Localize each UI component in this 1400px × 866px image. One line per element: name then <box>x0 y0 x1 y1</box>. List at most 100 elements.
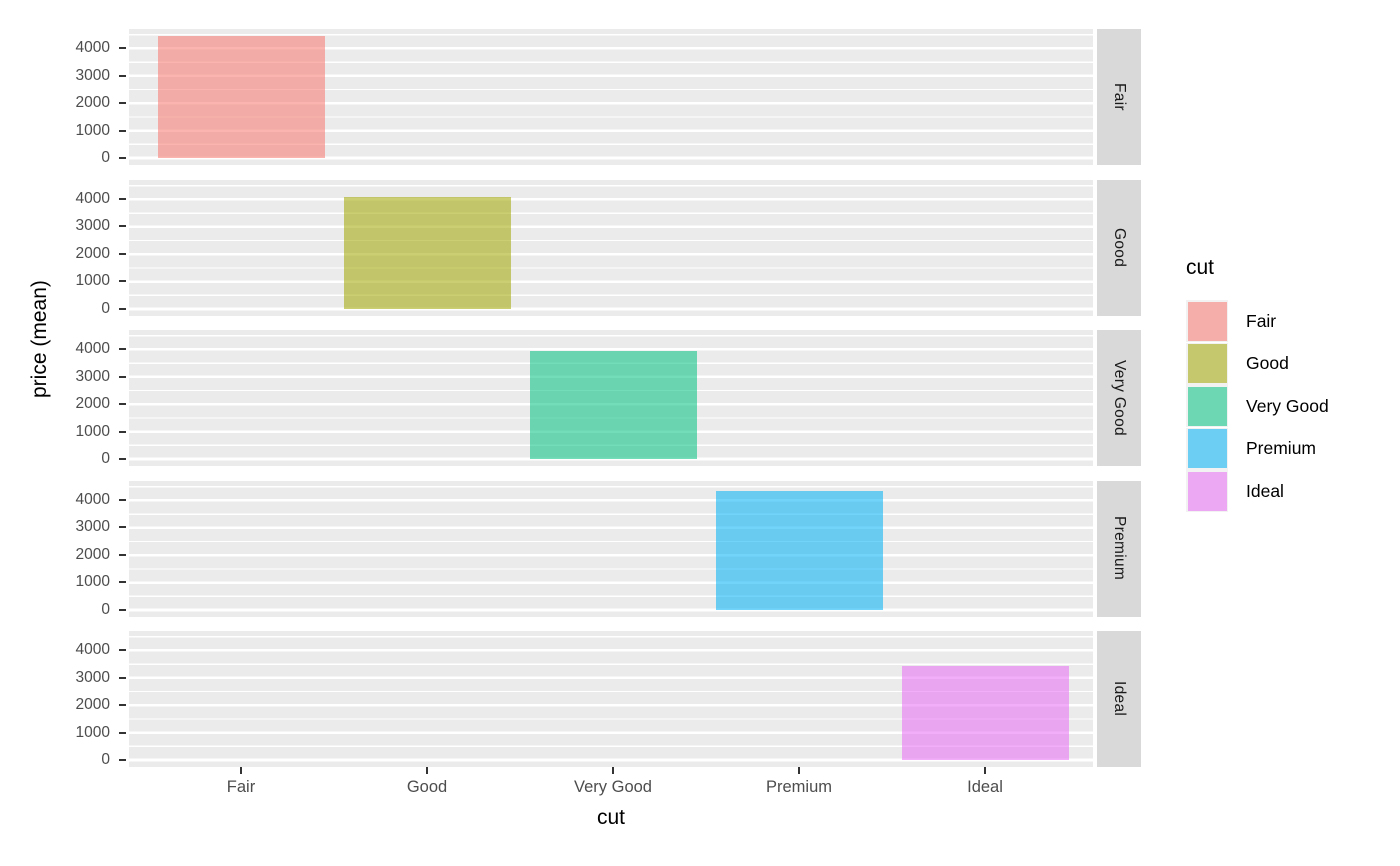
y-tick-mark <box>119 526 126 529</box>
y-tick-mark <box>119 553 126 556</box>
y-tick-label: 1000 <box>75 422 110 440</box>
y-tick-label: 2000 <box>75 696 110 714</box>
legend-swatch-good <box>1187 344 1227 383</box>
y-tick-mark <box>119 759 126 761</box>
y-tick-mark <box>119 102 126 105</box>
facet-strip-label: Premium <box>1111 516 1128 581</box>
y-tick-label: 4000 <box>75 490 110 508</box>
y-tick-mark <box>119 197 126 200</box>
y-tick-mark <box>119 307 126 310</box>
y-tick-label: 3000 <box>75 66 110 84</box>
y-tick-mark <box>119 731 126 734</box>
y-tick-mark <box>119 498 126 501</box>
y-tick-mark <box>119 458 126 460</box>
y-tick-label: 2000 <box>75 395 110 413</box>
legend-key <box>1186 342 1228 385</box>
facet-panel-premium <box>129 480 1093 617</box>
y-tick-label: 4000 <box>75 189 110 207</box>
y-tick-mark <box>119 403 126 406</box>
y-tick-mark <box>119 280 126 283</box>
y-tick-label: 1000 <box>75 723 110 741</box>
bar-premium <box>715 490 883 610</box>
legend-key <box>1186 385 1228 427</box>
y-tick-mark <box>119 225 126 228</box>
facet-panel-very-good <box>129 330 1093 466</box>
legend-swatch-premium <box>1187 429 1227 468</box>
y-tick-label: 4000 <box>75 340 110 358</box>
x-tick-label: Ideal <box>967 778 1003 796</box>
y-tick-label: 1000 <box>75 272 110 290</box>
x-tick-label: Premium <box>765 778 832 796</box>
y-tick-label: 0 <box>101 299 110 317</box>
x-tick-label: Very Good <box>574 778 652 796</box>
facet-strip-good: Good <box>1097 179 1141 316</box>
facet-strip-premium: Premium <box>1097 480 1141 617</box>
facet-panel-fair <box>129 29 1093 165</box>
legend-title: cut <box>1186 256 1215 279</box>
legend-label: Fair <box>1246 310 1277 331</box>
y-tick-label: 3000 <box>75 518 110 536</box>
y-tick-label: 2000 <box>75 244 110 262</box>
facet-panel-ideal <box>129 631 1093 767</box>
legend-item-good: Good <box>1186 342 1329 385</box>
bar-ideal <box>901 666 1069 760</box>
bar-good <box>343 196 511 309</box>
y-tick-label: 1000 <box>75 573 110 591</box>
y-tick-label: 3000 <box>75 367 110 385</box>
facet-strip-label: Good <box>1111 227 1128 268</box>
y-tick-mark <box>119 129 126 132</box>
legend-item-ideal: Ideal <box>1186 470 1329 512</box>
y-tick-label: 2000 <box>75 545 110 563</box>
facet-strip-ideal: Ideal <box>1097 631 1141 767</box>
legend: cut Fair Good Very Good Premium <box>1186 256 1329 513</box>
x-tick-mark <box>611 767 615 774</box>
legend-key <box>1186 470 1228 512</box>
facet-strip-very-good: Very Good <box>1097 330 1141 466</box>
legend-item-fair: Fair <box>1186 300 1329 342</box>
legend-key <box>1186 427 1228 470</box>
y-tick-mark <box>119 375 126 378</box>
legend-label: Very Good <box>1246 395 1329 416</box>
legend-swatch-very-good <box>1187 386 1227 426</box>
x-tick-label: Fair <box>226 778 256 796</box>
y-tick-mark <box>119 252 126 255</box>
legend-key <box>1186 300 1228 342</box>
legend-swatch-ideal <box>1187 471 1227 511</box>
y-tick-label: 3000 <box>75 668 110 686</box>
y-tick-label: 0 <box>101 600 110 618</box>
y-tick-mark <box>119 649 126 652</box>
x-axis-title: cut <box>596 806 626 829</box>
y-tick-label: 4000 <box>75 641 110 659</box>
facet-strip-label: Very Good <box>1111 360 1128 436</box>
facet-strip-label: Ideal <box>1111 681 1128 717</box>
facet-strip-label: Fair <box>1111 83 1128 111</box>
bar-very-good <box>529 351 697 459</box>
y-tick-label: 0 <box>101 751 110 768</box>
x-tick-mark <box>797 767 801 774</box>
x-tick-label: Good <box>406 778 448 796</box>
x-tick-mark <box>239 767 243 774</box>
legend-item-premium: Premium <box>1186 427 1329 470</box>
facet-panel-good <box>129 179 1093 316</box>
y-tick-label: 0 <box>101 450 110 467</box>
bar-fair <box>157 35 325 158</box>
y-tick-label: 0 <box>101 149 110 166</box>
y-tick-mark <box>119 157 126 159</box>
y-tick-label: 2000 <box>75 94 110 112</box>
legend-swatch-fair <box>1187 301 1227 341</box>
legend-label: Ideal <box>1246 480 1284 501</box>
y-tick-mark <box>119 608 126 611</box>
legend-label: Good <box>1246 353 1289 373</box>
y-tick-label: 3000 <box>75 217 110 235</box>
y-tick-mark <box>119 581 126 584</box>
facet-strip-fair: Fair <box>1097 29 1141 165</box>
y-tick-mark <box>119 704 126 707</box>
x-tick-mark <box>425 767 429 774</box>
legend-label: Premium <box>1246 438 1317 458</box>
y-tick-mark <box>119 676 126 679</box>
y-tick-mark <box>119 348 126 351</box>
y-tick-label: 4000 <box>75 39 110 57</box>
y-tick-mark <box>119 74 126 77</box>
x-tick-mark <box>983 767 987 774</box>
